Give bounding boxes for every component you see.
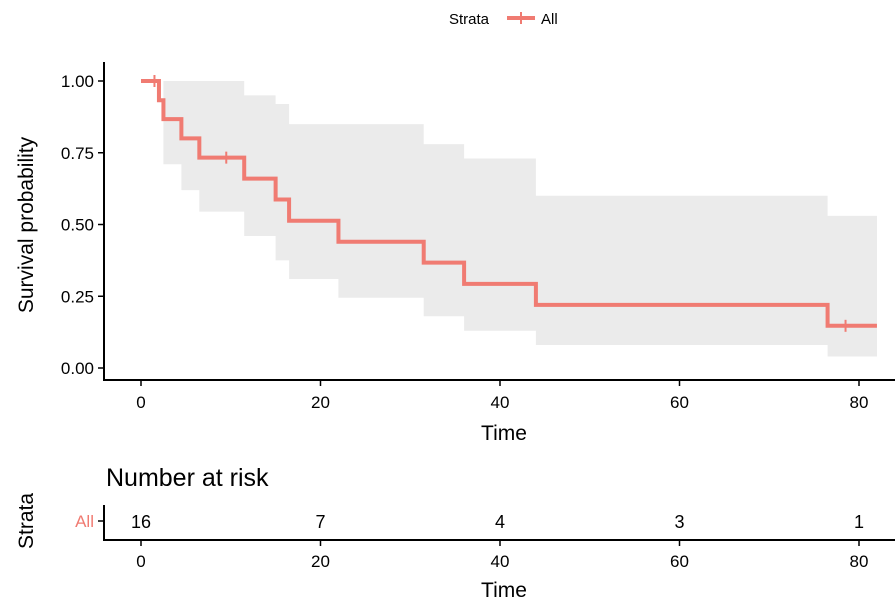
x-tick-label: 40 — [491, 393, 510, 412]
axes: 0.00 0.25 0.50 0.75 1.00 0 20 40 60 80 — [61, 62, 895, 412]
x-tick-label: 80 — [850, 393, 869, 412]
y-tick-label: 0.75 — [61, 144, 94, 163]
x-axis-title: Time — [481, 422, 527, 445]
y-axis-title: Survival probability — [15, 136, 38, 313]
risk-table: All 16 7 4 3 1 0 20 40 60 80 — [75, 505, 895, 571]
legend: Strata All — [449, 11, 558, 28]
censor-mark — [148, 75, 161, 87]
risk-count: 16 — [131, 512, 151, 532]
survival-step-line — [141, 79, 877, 328]
confidence-band-area — [141, 81, 877, 357]
risk-table-title: Number at risk — [106, 464, 269, 492]
x-tick-label: 0 — [136, 393, 145, 412]
x-tick-label: 60 — [670, 393, 689, 412]
confidence-band — [141, 81, 877, 357]
risk-x-tick-label: 0 — [136, 552, 145, 571]
risk-row-label: All — [75, 512, 94, 531]
risk-table-y-title: Strata — [15, 493, 38, 549]
censor-mark — [839, 319, 852, 332]
risk-x-axis-title: Time — [481, 579, 527, 602]
y-tick-label: 0.25 — [61, 287, 94, 306]
legend-label: All — [541, 11, 558, 28]
y-tick-label: 0.00 — [61, 359, 94, 378]
legend-title: Strata — [449, 11, 490, 28]
survival-curve — [141, 79, 877, 328]
risk-x-tick-label: 20 — [311, 552, 330, 571]
legend-key-icon — [507, 12, 535, 24]
y-tick-label: 0.50 — [61, 216, 94, 235]
risk-x-tick-label: 40 — [491, 552, 510, 571]
risk-count: 7 — [315, 512, 325, 532]
risk-x-tick-label: 60 — [670, 552, 689, 571]
risk-count: 1 — [854, 512, 864, 532]
x-tick-label: 20 — [311, 393, 330, 412]
y-tick-label: 1.00 — [61, 72, 94, 91]
risk-count: 3 — [674, 512, 684, 532]
censor-mark — [220, 151, 233, 164]
risk-count: 4 — [495, 512, 505, 532]
censor-marks — [148, 75, 852, 332]
risk-x-tick-label: 80 — [850, 552, 869, 571]
